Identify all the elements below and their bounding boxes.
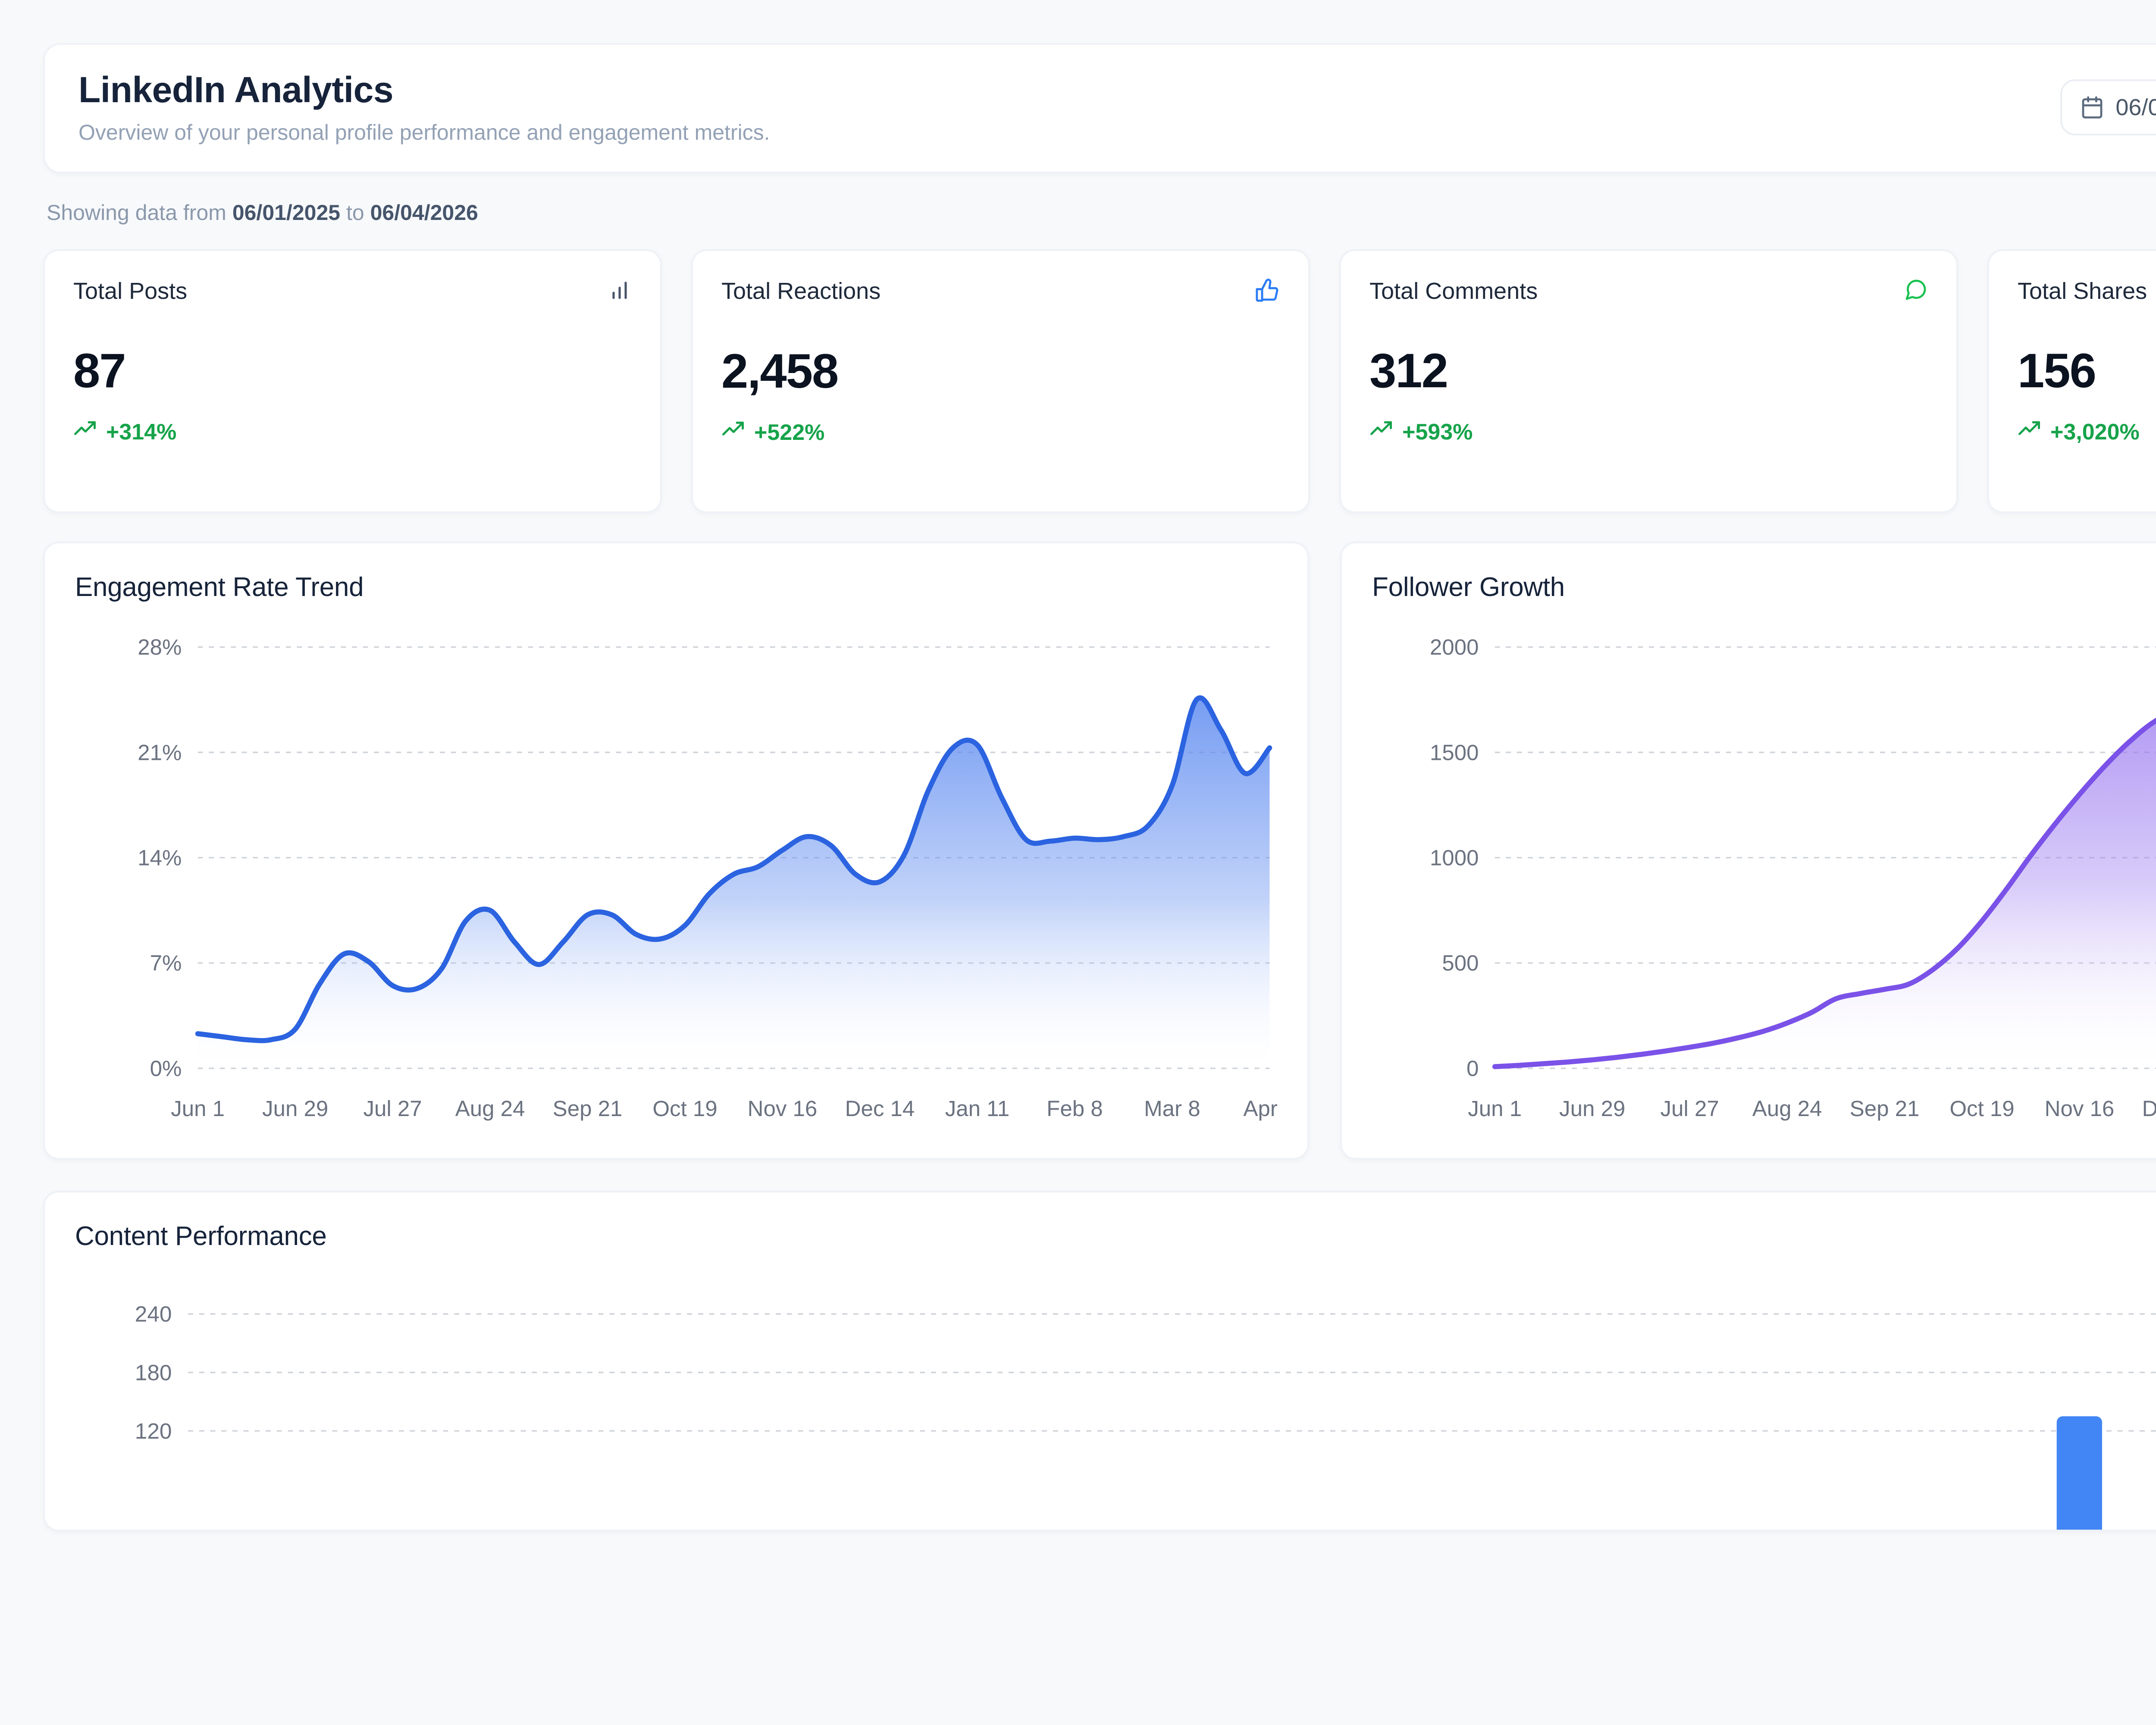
calendar-icon	[2080, 94, 2104, 120]
chart-title: Content Performance	[75, 1221, 327, 1251]
svg-text:Feb 8: Feb 8	[1047, 1096, 1103, 1121]
stat-change-value: +3,020%	[2050, 419, 2140, 445]
svg-text:Jul 27: Jul 27	[1661, 1096, 1719, 1121]
svg-text:500: 500	[1442, 951, 1479, 975]
content-performance-chart: 120 180 240	[75, 1283, 2156, 1530]
stat-card-total-posts: Total Posts 87 +314%	[43, 249, 662, 513]
stat-label: Total Posts	[73, 278, 188, 304]
stat-label: Total Shares	[2018, 278, 2147, 304]
svg-text:Dec 14: Dec 14	[845, 1096, 915, 1121]
stat-label: Total Reactions	[721, 278, 881, 304]
showing-data-range: Showing data from 06/01/2025 to 06/04/20…	[47, 200, 2156, 225]
showing-middle: to	[346, 201, 364, 225]
stat-label: Total Comments	[1369, 278, 1538, 304]
header-card: LinkedIn Analytics Overview of your pers…	[43, 43, 2156, 173]
trending-up-icon	[721, 418, 745, 447]
stat-cards-row: Total Posts 87 +314%	[43, 249, 2156, 513]
svg-text:Jun 1: Jun 1	[171, 1096, 225, 1121]
stat-card-total-shares: Total Shares 156	[1987, 249, 2156, 513]
svg-text:14%: 14%	[138, 846, 182, 870]
chart-title: Engagement Rate Trend	[75, 572, 364, 602]
message-icon	[1904, 278, 1928, 304]
stat-change: +3,020%	[2018, 417, 2156, 446]
stat-change-value: +314%	[106, 419, 177, 445]
charts-row: Engagement Rate Trend 0% 7% 14% 21% 28% Jun 1…	[43, 542, 2156, 1160]
stat-value: 87	[73, 344, 126, 398]
stat-value: 2,458	[721, 344, 839, 398]
stat-card-header: Total Reactions	[721, 278, 1280, 305]
stat-card-total-reactions: Total Reactions 2,458 +522%	[691, 249, 1310, 513]
date-from-value: 06/01/2025	[2115, 94, 2156, 120]
engagement-rate-chart: 0% 7% 14% 21% 28% Jun 1 Jun 29 Jul 27 Aug 24 Sep …	[75, 634, 1277, 1134]
date-from-input[interactable]: 06/01/2025	[2115, 94, 2156, 121]
follower-growth-chart: 0 500 1000 1500 2000 Jun 1 Jun 29 Jul 27 Aug 24 S…	[1372, 634, 2156, 1134]
svg-text:Jun 29: Jun 29	[1559, 1096, 1625, 1121]
stat-change-value: +593%	[1402, 419, 1473, 445]
svg-text:2000: 2000	[1430, 635, 1479, 659]
svg-text:21%: 21%	[138, 740, 182, 765]
showing-to: 06/04/2026	[370, 201, 478, 225]
stat-change: +314%	[73, 417, 632, 446]
stat-change: +522%	[721, 418, 1280, 447]
page-title: LinkedIn Analytics	[78, 69, 394, 110]
svg-text:Dec 14: Dec 14	[2142, 1096, 2156, 1121]
stat-card-header: Total Comments	[1369, 278, 1928, 304]
svg-text:1000: 1000	[1430, 846, 1479, 870]
svg-text:Sep 21: Sep 21	[553, 1096, 623, 1121]
thumbs-up-icon	[1255, 278, 1280, 305]
svg-text:1500: 1500	[1430, 740, 1479, 765]
svg-text:Nov 16: Nov 16	[748, 1096, 818, 1121]
showing-prefix: Showing data from	[47, 201, 226, 225]
svg-text:Sep 21: Sep 21	[1850, 1096, 1920, 1121]
svg-text:180: 180	[135, 1360, 172, 1385]
page-subtitle: Overview of your personal profile perfor…	[78, 120, 770, 144]
svg-text:Aug 24: Aug 24	[1752, 1096, 1822, 1121]
trending-up-icon	[2018, 417, 2041, 446]
svg-text:Aug 24: Aug 24	[455, 1096, 525, 1121]
follower-growth-chart-card: Follower Growth 0 500 1000 1500 2000 Jun 1 Jun…	[1340, 542, 2156, 1160]
svg-text:240: 240	[135, 1302, 172, 1327]
svg-text:Mar 8: Mar 8	[1144, 1096, 1200, 1121]
trending-up-icon	[1369, 417, 1393, 446]
bar-chart-icon	[608, 278, 632, 304]
date-range-picker[interactable]: 06/01/2025 - 06/04/2026 Apply	[2060, 79, 2156, 135]
svg-text:Jul 27: Jul 27	[364, 1096, 422, 1121]
stat-change: +593%	[1369, 417, 1928, 446]
showing-from: 06/01/2025	[232, 201, 341, 225]
svg-text:Oct 19: Oct 19	[652, 1096, 717, 1121]
stat-card-total-comments: Total Comments 312 +593%	[1339, 249, 1958, 513]
stat-value: 312	[1369, 344, 1448, 398]
header-text-group: LinkedIn Analytics Overview of your pers…	[78, 72, 770, 143]
svg-text:Jun 29: Jun 29	[262, 1096, 328, 1121]
stat-card-header: Total Shares	[2018, 278, 2156, 304]
engagement-rate-chart-card: Engagement Rate Trend 0% 7% 14% 21% 28% Jun 1…	[43, 542, 1309, 1160]
svg-text:Apr 6: Apr 6	[1243, 1096, 1277, 1121]
svg-text:0%: 0%	[150, 1056, 182, 1081]
content-performance-card: Content Performance 120 180 240	[43, 1191, 2156, 1532]
trending-up-icon	[73, 417, 97, 446]
svg-text:Nov 16: Nov 16	[2045, 1096, 2115, 1121]
stat-value: 156	[2018, 344, 2096, 398]
svg-text:Jan 11: Jan 11	[945, 1096, 1009, 1121]
svg-text:7%: 7%	[150, 951, 182, 975]
stat-change-value: +522%	[754, 420, 825, 445]
svg-text:28%: 28%	[138, 635, 182, 659]
svg-text:Jun 1: Jun 1	[1468, 1096, 1522, 1121]
stat-card-header: Total Posts	[73, 278, 632, 304]
svg-text:0: 0	[1467, 1056, 1479, 1081]
svg-text:Oct 19: Oct 19	[1949, 1096, 2014, 1121]
chart-title: Follower Growth	[1372, 572, 1565, 602]
svg-text:120: 120	[135, 1418, 172, 1443]
